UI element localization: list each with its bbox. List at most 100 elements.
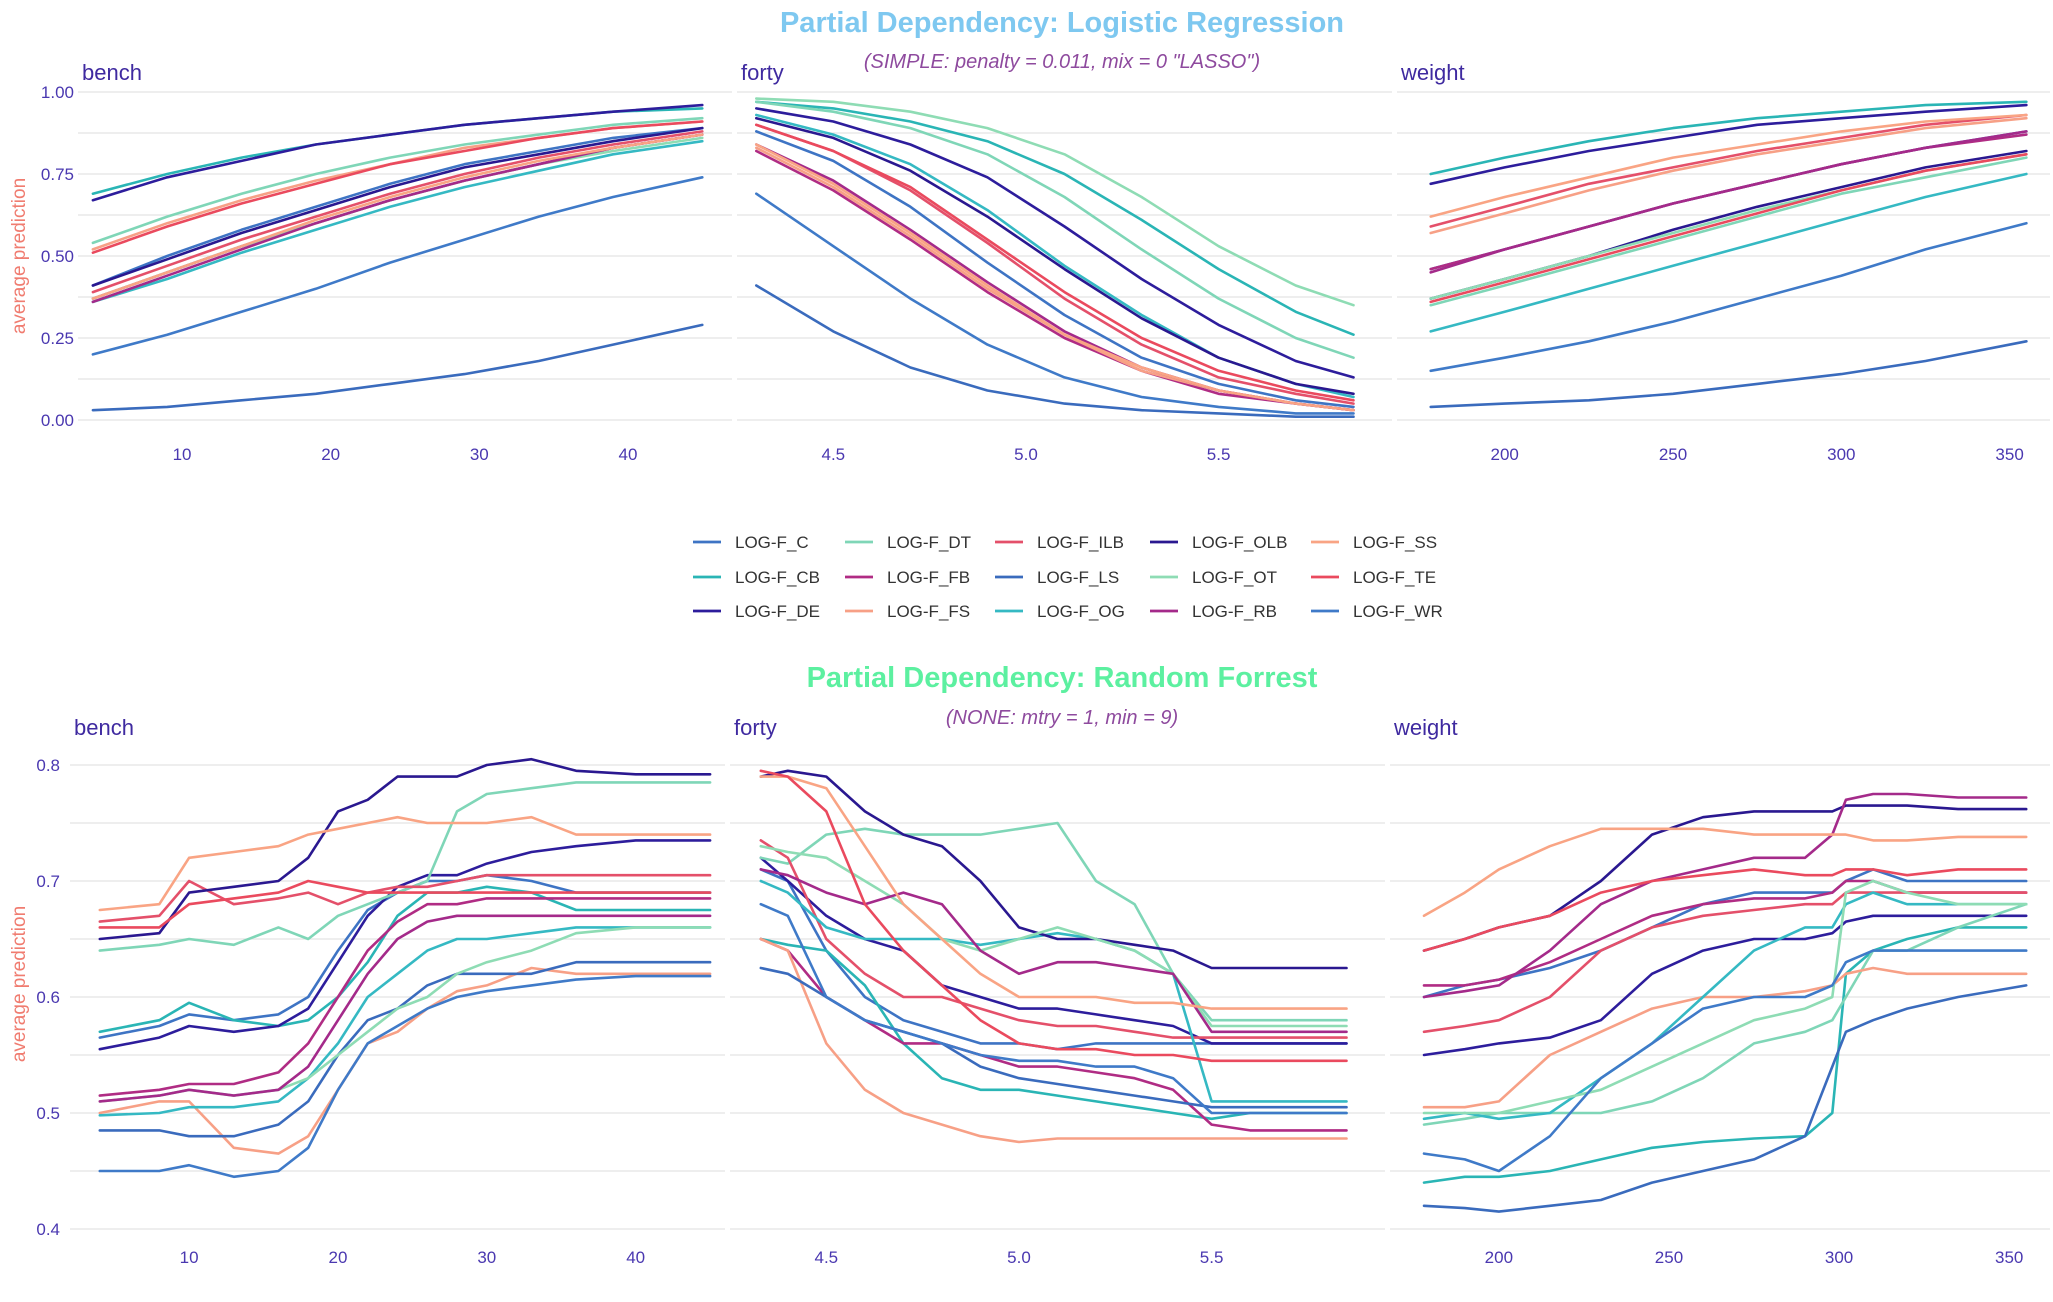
series-line-lr-forty-log-f-cb — [754, 100, 1355, 337]
x-tick-label: 30 — [477, 1248, 496, 1267]
series-line-lr-bench-log-f-olb — [91, 126, 704, 287]
x-tick-label: 250 — [1655, 1248, 1683, 1267]
series-line-lr-forty-log-f-ls — [754, 284, 1355, 419]
series-line-rf-bench-log-f-wr — [98, 974, 712, 1179]
series-line-lr-bench-log-f-ls — [91, 323, 704, 412]
series-line-lr-bench-log-f-c — [91, 126, 704, 287]
series-line-rf-weight-log-f-c — [1422, 868, 2028, 999]
y-tick-label: 1.00 — [41, 83, 74, 102]
series-line-rf-weight-log-f-de — [1422, 914, 2028, 1057]
legend-label-log-f-dt: LOG-F_DT — [887, 533, 971, 552]
series-line-rf-weight-log-f-cb — [1422, 926, 2028, 1184]
facet-label-weight: weight — [1393, 715, 1458, 740]
x-tick-label: 4.5 — [815, 1248, 839, 1267]
facet-label-bench: bench — [82, 60, 142, 85]
series-line-rf-weight-log-f-ot — [1422, 879, 2028, 1115]
facet-panel-rf-forty: forty 4.5 5.0 5.5 — [730, 715, 1385, 1267]
series-line-rf-weight-log-f-fs — [1422, 966, 2028, 1109]
series-line-rf-forty-log-f-de — [759, 856, 1348, 1045]
y-axis-label-random-forrest: average prediction — [9, 906, 30, 1062]
facet-panel-lr-forty: forty 4.5 5.0 5.5 — [737, 60, 1392, 464]
series-line-rf-weight-log-f-ss — [1422, 827, 2028, 918]
legend-label-log-f-olb: LOG-F_OLB — [1192, 533, 1287, 552]
series-line-lr-weight-log-f-te — [1429, 153, 2028, 304]
series-line-lr-forty-log-f-ot — [754, 97, 1355, 307]
series-line-lr-forty-log-f-c — [754, 130, 1355, 409]
series-line-lr-weight-log-f-ls — [1429, 339, 2028, 409]
series-line-lr-weight-log-f-ss — [1429, 113, 2028, 218]
x-tick-label: 20 — [321, 445, 340, 464]
legend-label-log-f-og: LOG-F_OG — [1037, 602, 1125, 621]
series-line-rf-forty-log-f-fs — [759, 937, 1348, 1144]
x-tick-label: 30 — [470, 445, 489, 464]
series-line-lr-bench-log-f-wr — [91, 176, 704, 356]
legend-label-log-f-de: LOG-F_DE — [735, 602, 820, 621]
series-line-lr-weight-log-f-cb — [1429, 100, 2028, 176]
series-line-lr-weight-log-f-fs — [1429, 116, 2028, 235]
series-line-rf-forty-log-f-rb — [759, 868, 1348, 1034]
y-tick-label: 0.00 — [41, 411, 74, 430]
series-line-rf-weight-log-f-ilb — [1422, 891, 2028, 1034]
series-line-rf-weight-log-f-ls — [1422, 984, 2028, 1213]
y-tick-label: 0.5 — [36, 1104, 60, 1123]
x-tick-label: 350 — [1995, 1248, 2023, 1267]
series-line-rf-weight-log-f-og — [1422, 891, 2028, 1121]
facet-label-forty: forty — [734, 715, 777, 740]
series-line-lr-forty-log-f-te — [754, 123, 1355, 402]
chart-title-logistic-regression: Partial Dependency: Logistic Regression — [780, 7, 1344, 39]
series-line-lr-bench-log-f-og — [91, 139, 704, 304]
y-tick-label: 0.8 — [36, 756, 60, 775]
x-tick-label: 40 — [618, 445, 637, 464]
series-line-rf-forty-log-f-te — [759, 769, 1348, 1063]
series-line-lr-weight-log-f-ilb — [1429, 113, 2028, 228]
x-tick-label: 300 — [1827, 445, 1855, 464]
series-line-rf-weight-log-f-olb — [1422, 804, 2028, 952]
series-line-rf-bench-log-f-olb — [98, 757, 712, 941]
x-tick-label: 40 — [626, 1248, 645, 1267]
legend-label-log-f-ss: LOG-F_SS — [1353, 533, 1437, 552]
series-line-lr-bench-log-f-ss — [91, 133, 704, 300]
series-line-rf-weight-log-f-te — [1422, 868, 2028, 952]
y-axis-label-logistic-regression: average prediction — [9, 178, 30, 334]
series-line-lr-bench-log-f-dt — [91, 116, 704, 245]
series-line-rf-bench-log-f-fb — [98, 897, 712, 1097]
series-line-lr-bench-log-f-ilb — [91, 130, 704, 294]
series-line-lr-weight-log-f-wr — [1429, 221, 2028, 373]
chart-title-random-forrest: Partial Dependency: Random Forrest — [807, 662, 1318, 694]
series-line-lr-forty-log-f-rb — [754, 143, 1355, 412]
series-line-rf-forty-log-f-wr — [759, 902, 1348, 1115]
y-tick-label: 0.4 — [36, 1220, 60, 1239]
series-line-lr-weight-log-f-de — [1429, 103, 2028, 186]
x-tick-label: 5.0 — [1014, 445, 1038, 464]
series-line-lr-bench-log-f-de — [91, 103, 704, 202]
series-line-lr-forty-log-f-olb — [754, 116, 1355, 396]
legend-label-log-f-te: LOG-F_TE — [1353, 568, 1436, 587]
series-line-rf-bench-log-f-ilb — [98, 873, 712, 923]
series-line-rf-bench-log-f-dt — [98, 781, 712, 952]
series-line-rf-bench-log-f-de — [98, 839, 712, 1051]
series-line-rf-forty-log-f-cb — [759, 937, 1348, 1121]
legend-label-log-f-ls: LOG-F_LS — [1037, 568, 1119, 587]
series-line-lr-weight-log-f-og — [1429, 172, 2028, 333]
series-line-rf-forty-log-f-ilb — [759, 839, 1348, 1039]
series-line-rf-forty-log-f-dt — [759, 821, 1348, 1022]
series-line-lr-forty-log-f-de — [754, 107, 1355, 379]
legend-label-log-f-rb: LOG-F_RB — [1192, 602, 1277, 621]
series-line-lr-weight-log-f-rb — [1429, 130, 2028, 274]
legend-label-log-f-wr: LOG-F_WR — [1353, 602, 1443, 621]
series-line-lr-forty-log-f-ilb — [754, 123, 1355, 405]
facet-label-bench: bench — [74, 715, 134, 740]
chart-subtitle-logistic-regression: (SIMPLE: penalty = 0.011, mix = 0 "LASSO… — [864, 51, 1260, 73]
x-tick-label: 10 — [173, 445, 192, 464]
x-tick-label: 300 — [1825, 1248, 1853, 1267]
series-line-lr-forty-log-f-ss — [754, 143, 1355, 412]
series-line-rf-weight-log-f-wr — [1422, 949, 2028, 1173]
legend-label-log-f-ilb: LOG-F_ILB — [1037, 533, 1124, 552]
series-line-lr-bench-log-f-te — [91, 120, 704, 254]
series-line-rf-bench-log-f-ss — [98, 815, 712, 912]
series-line-rf-bench-log-f-cb — [98, 885, 712, 1034]
facet-panel-lr-weight: weight 200 250 300 350 — [1397, 60, 2050, 464]
series-line-rf-weight-log-f-rb — [1422, 792, 2028, 999]
series-line-rf-forty-log-f-ss — [759, 775, 1348, 1010]
